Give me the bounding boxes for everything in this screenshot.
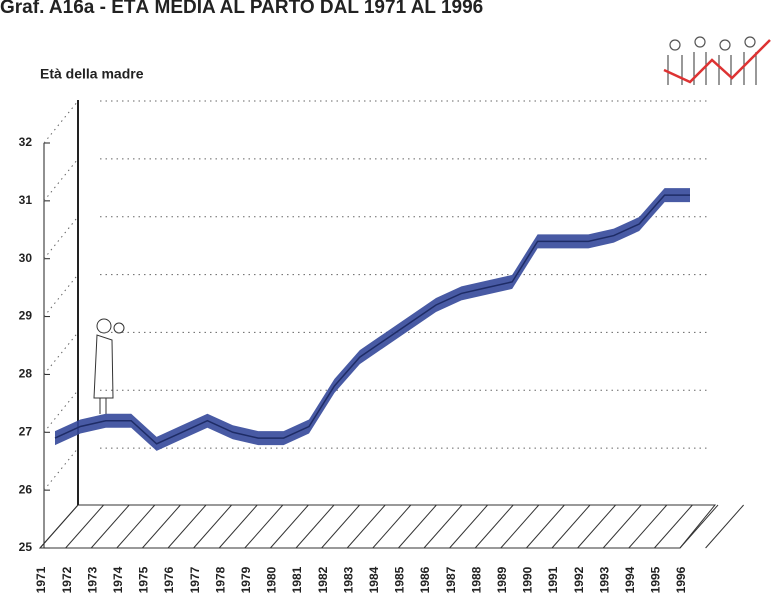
mother-icon	[93, 318, 125, 414]
floor-hatch	[577, 504, 616, 549]
floor-hatch	[398, 504, 437, 549]
floor-hatch	[372, 504, 412, 549]
x-tick-label: 1985	[393, 566, 407, 593]
floor-hatch	[142, 504, 181, 549]
grid-line	[43, 332, 79, 375]
x-tick-label: 1992	[572, 566, 586, 593]
floor-hatch	[526, 504, 565, 549]
x-tick-label: 1977	[188, 566, 202, 593]
floor-hatch	[167, 504, 207, 549]
floor-hatch	[500, 504, 540, 549]
x-tick-label: 1989	[495, 566, 509, 593]
floor-hatch	[218, 504, 258, 549]
y-tick-label: 26	[19, 482, 33, 496]
floor-hatch	[116, 504, 156, 549]
floor-hatch	[654, 504, 693, 549]
grid-line	[43, 158, 79, 202]
grid-line	[43, 274, 79, 317]
floor-hatch	[705, 504, 744, 549]
floor-hatch	[602, 504, 642, 549]
chart-title: Graf. A16a - ETÀ MEDIA AL PARTO DAL 1971…	[0, 0, 483, 18]
floor-hatch	[346, 504, 386, 549]
floor-hatch	[295, 504, 335, 549]
x-tick-label: 1973	[85, 566, 99, 593]
floor-hatch	[321, 504, 360, 549]
grid-line	[43, 100, 79, 144]
grid-line	[43, 216, 79, 260]
floor-hatch	[65, 504, 104, 549]
floor-hatch	[270, 504, 309, 549]
y-tick-label: 29	[19, 309, 33, 323]
y-tick-label: 25	[19, 540, 33, 554]
x-tick-label: 1982	[316, 566, 330, 593]
x-tick-label: 1987	[444, 566, 458, 593]
x-tick-label: 1976	[162, 566, 176, 593]
x-tick-label: 1972	[60, 566, 74, 593]
x-tick-label: 1975	[137, 566, 151, 593]
floor-hatch	[551, 504, 591, 549]
grid-line	[43, 389, 79, 433]
x-tick-label: 1995	[649, 566, 663, 593]
y-tick-label: 32	[19, 135, 33, 149]
y-tick-label: 27	[19, 424, 33, 438]
x-tick-label: 1984	[367, 566, 381, 593]
floor-hatch	[90, 504, 130, 549]
grid-line	[43, 447, 79, 491]
floor-hatch	[679, 504, 719, 549]
floor-hatch	[474, 504, 514, 549]
x-tick-label: 1993	[597, 566, 611, 593]
floor-hatch	[39, 504, 79, 549]
x-tick-label: 1979	[239, 566, 253, 593]
floor-hatch	[423, 504, 463, 549]
line	[54, 194, 690, 445]
x-tick-label: 1981	[290, 566, 304, 593]
floor-hatch	[628, 504, 668, 549]
x-tick-label: 1990	[521, 566, 535, 593]
floor-hatch	[193, 504, 232, 549]
floor-hatch	[449, 504, 488, 549]
x-tick-label: 1983	[341, 566, 355, 593]
y-tick-label: 28	[19, 367, 33, 381]
x-tick-label: 1978	[213, 566, 227, 593]
y-tick-label: 30	[19, 251, 33, 265]
x-tick-label: 1974	[111, 566, 125, 593]
x-tick-label: 1991	[546, 566, 560, 593]
x-tick-label: 1980	[265, 566, 279, 593]
x-tick-label: 1994	[623, 566, 637, 593]
ribbon-band	[55, 188, 690, 451]
x-tick-label: 1996	[674, 566, 688, 593]
y-axis-label: Età della madre	[40, 66, 144, 82]
floor-hatch	[244, 504, 284, 549]
floor	[38, 504, 717, 549]
decoration-icon	[663, 36, 771, 85]
y-tick-label: 31	[19, 193, 33, 207]
x-tick-label: 1986	[418, 566, 432, 593]
x-tick-label: 1988	[469, 566, 483, 593]
x-tick-label: 1971	[34, 566, 48, 593]
